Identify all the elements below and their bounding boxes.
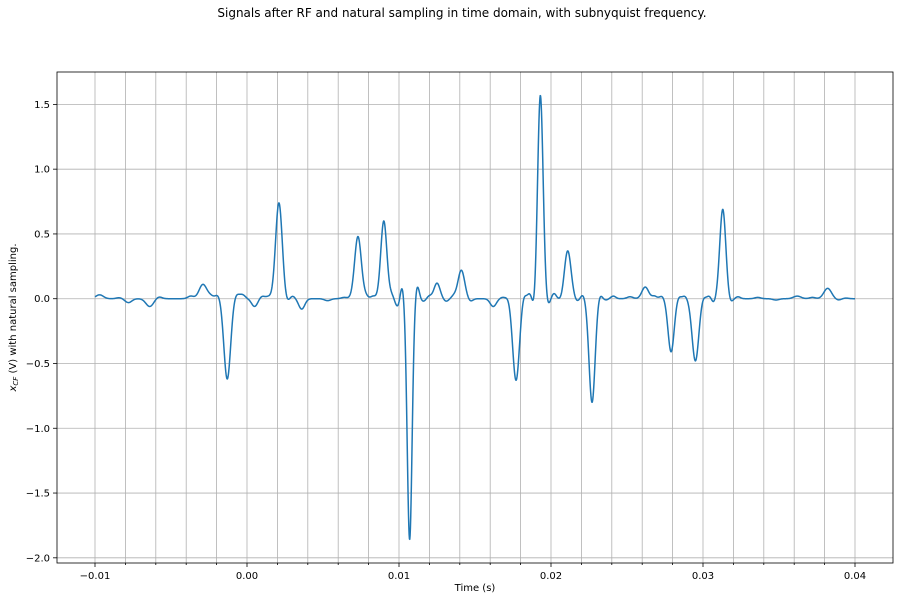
x-tick-label: 0.01: [388, 571, 410, 582]
plot-frame: [56, 71, 894, 564]
y-axis-label-rest: (V) with natural sampling.: [8, 243, 19, 376]
x-tick-label: −0.01: [80, 571, 111, 582]
y-tick-label: −1.0: [26, 424, 50, 435]
x-tick-label: 0.00: [236, 571, 258, 582]
y-axis-label-main: x: [8, 386, 19, 393]
y-axis-label: xCF (V) with natural sampling.: [8, 243, 20, 392]
x-tick-label: 0.03: [692, 571, 714, 582]
y-tick-label: 1.0: [34, 165, 50, 176]
y-axis-label-subscript: CF: [12, 376, 20, 386]
y-tick-label: 0.0: [34, 294, 50, 305]
y-tick-label: −1.5: [26, 489, 50, 500]
x-tick-label: 0.02: [540, 571, 562, 582]
x-axis: −0.01 0.00 0.01 0.02 0.03 0.04: [80, 563, 866, 582]
y-tick-label: 1.5: [34, 100, 50, 111]
x-axis-label: Time (s): [454, 583, 496, 594]
series-layer: [94, 94, 856, 541]
y-tick-label: 0.5: [34, 229, 50, 240]
y-tick-label: −2.0: [26, 553, 50, 564]
x-tick-label: 0.04: [844, 571, 866, 582]
gridlines: [57, 72, 893, 563]
y-tick-label: −0.5: [26, 359, 50, 370]
y-axis: −2.0 −1.5 −1.0 −0.5 0.0 0.5 1.0 1.5: [26, 100, 57, 564]
chart-title: Signals after RF and natural sampling in…: [217, 6, 706, 20]
series-line: [94, 94, 856, 541]
